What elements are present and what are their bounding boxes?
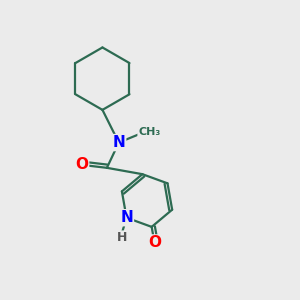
Text: N: N	[120, 210, 133, 225]
Text: N: N	[112, 135, 125, 150]
Text: H: H	[117, 231, 127, 244]
Text: O: O	[75, 158, 88, 172]
Text: CH₃: CH₃	[138, 127, 160, 137]
Text: O: O	[148, 236, 161, 250]
